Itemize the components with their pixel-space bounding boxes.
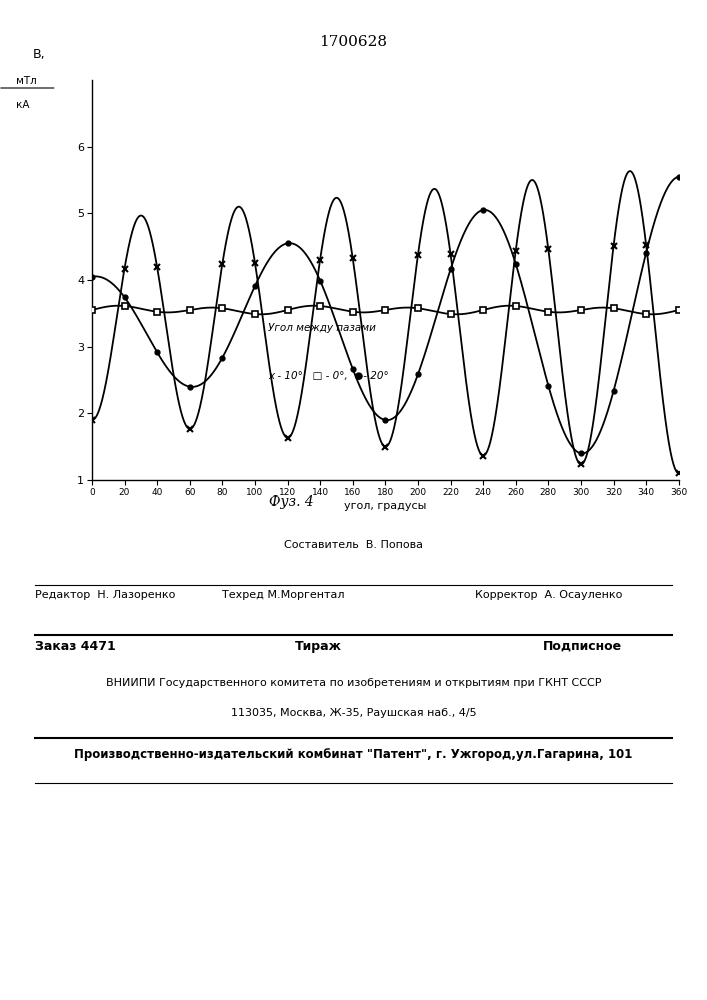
Text: Угол между пазами: Угол между пазами: [268, 323, 376, 333]
Text: 113035, Москва, Ж-35, Раушская наб., 4/5: 113035, Москва, Ж-35, Раушская наб., 4/5: [230, 708, 477, 718]
Text: Редактор  Н. Лазоренко: Редактор Н. Лазоренко: [35, 590, 176, 600]
Text: Техред М.Моргентал: Техред М.Моргентал: [221, 590, 344, 600]
Text: B,: B,: [33, 48, 46, 61]
Text: Фуз. 4: Фуз. 4: [269, 495, 313, 509]
Text: Тираж: Тираж: [295, 640, 341, 653]
Text: мТл: мТл: [16, 76, 36, 86]
Text: Заказ 4471: Заказ 4471: [35, 640, 116, 653]
Text: Производственно-издательский комбинат "Патент", г. Ужгород,ул.Гагарина, 101: Производственно-издательский комбинат "П…: [74, 748, 633, 761]
Text: Составитель  В. Попова: Составитель В. Попова: [284, 540, 423, 550]
Text: кА: кА: [16, 100, 29, 110]
Text: Корректор  А. Осауленко: Корректор А. Осауленко: [475, 590, 622, 600]
Text: x - 10°,  □ - 0°,  ●- 20°: x - 10°, □ - 0°, ●- 20°: [268, 371, 389, 381]
X-axis label: угол, градусы: угол, градусы: [344, 501, 426, 511]
Text: Подписное: Подписное: [543, 640, 622, 653]
Text: ВНИИПИ Государственного комитета по изобретениям и открытиям при ГКНТ СССР: ВНИИПИ Государственного комитета по изоб…: [106, 678, 601, 688]
Text: 1700628: 1700628: [320, 35, 387, 49]
